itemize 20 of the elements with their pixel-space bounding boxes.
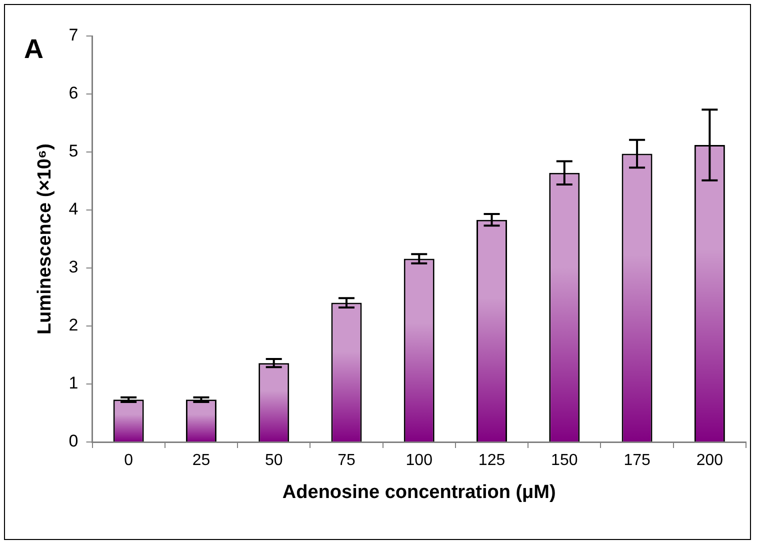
x-axis-title: Adenosine concentration (μM) [282, 482, 556, 503]
y-tick-label: 3 [68, 258, 78, 277]
x-tick-label: 25 [192, 452, 210, 470]
x-tick-label: 175 [624, 452, 650, 470]
y-tick-label: 5 [68, 142, 78, 161]
y-axis-title: Luminescence (×10⁶) [34, 144, 56, 334]
y-tick-label: 0 [68, 432, 78, 451]
x-tick-label: 150 [551, 452, 578, 470]
y-tick-label: 2 [68, 316, 78, 335]
x-tick-label: 125 [478, 452, 506, 470]
x-tick-label: 100 [406, 452, 433, 470]
y-tick-label: 4 [68, 200, 78, 219]
x-tick-label: 200 [696, 452, 724, 470]
y-tick-label: 1 [68, 374, 78, 393]
text: A [24, 34, 44, 65]
x-tick-label: 0 [124, 452, 134, 470]
y-tick-label: 6 [68, 84, 78, 103]
x-tick-label: 50 [264, 452, 283, 470]
y-tick-label: 7 [68, 26, 78, 45]
x-tick-label: 75 [338, 452, 356, 470]
